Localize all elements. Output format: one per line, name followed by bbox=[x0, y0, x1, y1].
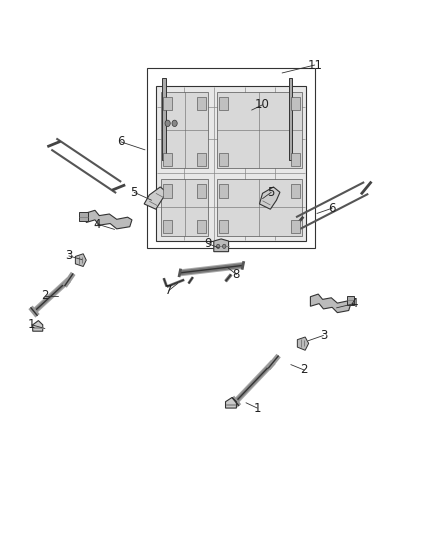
Polygon shape bbox=[163, 184, 172, 198]
Circle shape bbox=[223, 244, 226, 248]
Polygon shape bbox=[163, 152, 172, 166]
Polygon shape bbox=[197, 220, 206, 233]
Text: 8: 8 bbox=[233, 268, 240, 281]
Polygon shape bbox=[219, 184, 228, 198]
Polygon shape bbox=[163, 220, 172, 233]
Polygon shape bbox=[79, 212, 88, 221]
Text: 3: 3 bbox=[320, 329, 327, 342]
Circle shape bbox=[216, 244, 220, 248]
Polygon shape bbox=[291, 184, 300, 198]
Polygon shape bbox=[144, 187, 167, 209]
Polygon shape bbox=[259, 187, 280, 209]
Polygon shape bbox=[291, 220, 300, 233]
Text: 6: 6 bbox=[328, 201, 336, 215]
Polygon shape bbox=[75, 254, 86, 266]
Polygon shape bbox=[156, 86, 306, 241]
Polygon shape bbox=[161, 92, 208, 168]
Text: 10: 10 bbox=[255, 98, 270, 111]
Polygon shape bbox=[214, 239, 229, 252]
Polygon shape bbox=[86, 211, 132, 229]
Polygon shape bbox=[217, 92, 302, 168]
Text: 11: 11 bbox=[307, 59, 322, 71]
Text: 3: 3 bbox=[65, 249, 73, 262]
Polygon shape bbox=[347, 296, 354, 305]
Polygon shape bbox=[163, 97, 172, 110]
Text: 5: 5 bbox=[268, 186, 275, 199]
Polygon shape bbox=[197, 97, 206, 110]
Text: 1: 1 bbox=[254, 401, 261, 415]
Circle shape bbox=[165, 120, 170, 126]
Text: 2: 2 bbox=[41, 289, 49, 302]
Polygon shape bbox=[297, 337, 309, 350]
Text: 7: 7 bbox=[165, 284, 173, 297]
Polygon shape bbox=[219, 220, 228, 233]
Text: 2: 2 bbox=[300, 364, 307, 376]
Polygon shape bbox=[291, 97, 300, 110]
Text: 9: 9 bbox=[205, 237, 212, 250]
Polygon shape bbox=[217, 179, 302, 236]
Polygon shape bbox=[311, 294, 351, 313]
Text: 4: 4 bbox=[93, 217, 101, 231]
Polygon shape bbox=[161, 179, 208, 236]
Text: 1: 1 bbox=[28, 318, 35, 332]
Polygon shape bbox=[226, 398, 237, 408]
Polygon shape bbox=[33, 320, 43, 331]
Text: 4: 4 bbox=[350, 297, 358, 310]
Polygon shape bbox=[291, 152, 300, 166]
Polygon shape bbox=[162, 78, 166, 160]
Circle shape bbox=[172, 120, 177, 126]
Polygon shape bbox=[219, 97, 228, 110]
Text: 5: 5 bbox=[131, 186, 138, 199]
Text: 6: 6 bbox=[117, 135, 125, 148]
Polygon shape bbox=[219, 152, 228, 166]
Polygon shape bbox=[197, 184, 206, 198]
Polygon shape bbox=[197, 152, 206, 166]
Polygon shape bbox=[289, 78, 292, 160]
